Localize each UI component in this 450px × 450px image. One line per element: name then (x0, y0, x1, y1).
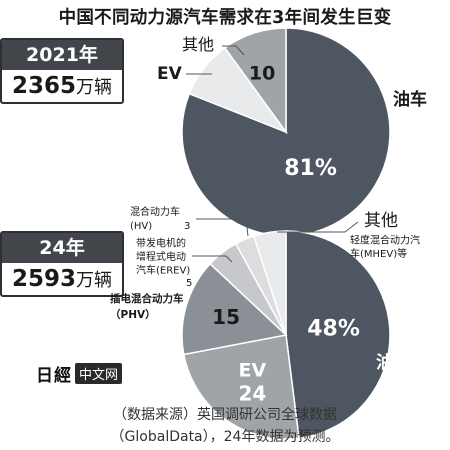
leader-line-erev-tip (225, 255, 233, 263)
value-label-oil: 81% (284, 156, 337, 181)
slice-label-other: 其他 (182, 35, 214, 54)
year-label: 24年 (2, 233, 122, 263)
slice-label-oil: 油车 (376, 352, 410, 373)
slice-label-erev: 带发电机的增程式电动汽车(EREV) (136, 236, 190, 276)
value-label-phv: 15 (212, 305, 240, 329)
chart-annotations: 81%油车10EV其他48%油车EV2415插电混合动力车（PHV）带发电机的增… (110, 35, 427, 406)
value-label-ev: 10 (249, 63, 275, 85)
pie-slice-phv (181, 262, 288, 356)
total-unit: 万辆 (76, 77, 112, 98)
slice-sublabel-other: 轻度混合动力汽车(MHEV)等 (350, 233, 420, 260)
pie-slice-other (252, 230, 287, 336)
total-sales: 2593万辆 (2, 263, 122, 295)
year-box-2024: 24年 2593万辆 (0, 231, 124, 297)
source-note-line1: （数据来源）英国调研公司全球数据 (113, 407, 337, 423)
slice-label-ev: EV (157, 64, 183, 84)
value-label-oil: 48% (307, 316, 360, 341)
value-label-hv: 3 (184, 221, 190, 232)
nikkei-logo-text: 中文网 (75, 362, 123, 384)
leader-line-other-tip (235, 45, 245, 56)
year-label: 2021年 (2, 40, 122, 70)
pie-slice-oil (285, 230, 391, 440)
value-label-ev: 24 (238, 381, 266, 405)
slice-label-oil: 油车 (393, 89, 427, 110)
total-unit: 万辆 (76, 270, 112, 291)
slice-label-other: 其他 (364, 211, 398, 231)
value-label-erev: 5 (186, 278, 192, 289)
chart-title: 中国不同动力源汽车需求在3年间发生巨变 (58, 8, 392, 28)
pie-chart-2024 (181, 230, 391, 440)
slice-label-phv: 插电混合动力车（PHV） (110, 292, 184, 321)
pie-slice-ev (182, 334, 300, 440)
total-sales: 2365万辆 (2, 70, 122, 102)
year-box-2021: 2021年 2365万辆 (0, 38, 124, 104)
nikkei-logo: 日經 中文网 (36, 362, 123, 386)
pie-slice-ev (223, 27, 287, 135)
source-note-line2: （GlobalData），24年数据为预测。 (110, 429, 340, 445)
slice-label-hv: 混合动力车(HV) (130, 205, 180, 232)
total-number: 2365 (11, 73, 76, 99)
total-number: 2593 (11, 266, 76, 292)
pie-chart-2021 (181, 27, 391, 237)
leader-line-other-tip (344, 221, 359, 233)
nikkei-logo-mark: 日經 (36, 365, 72, 386)
leader-line-hv-tip (245, 218, 249, 237)
slice-label-ev: EV (239, 359, 267, 381)
